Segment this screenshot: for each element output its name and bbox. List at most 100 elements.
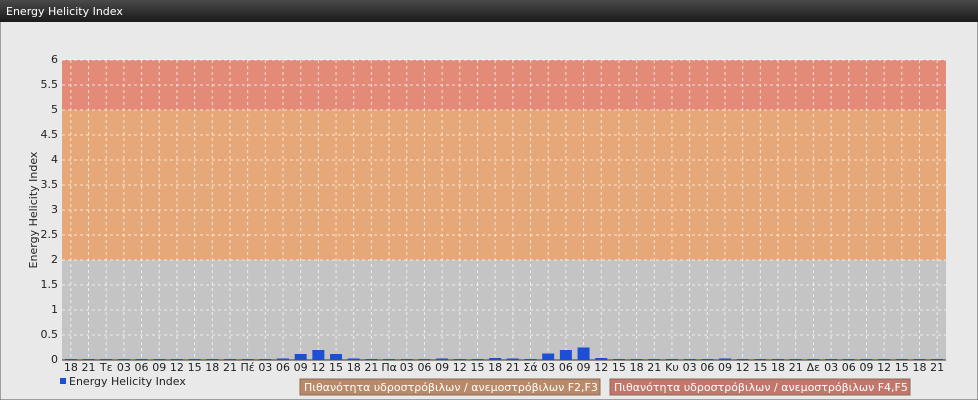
zone bbox=[62, 110, 946, 260]
x-tick-label: 18 bbox=[630, 361, 644, 374]
bar bbox=[259, 359, 272, 360]
y-tick-label: 2 bbox=[51, 253, 58, 266]
x-tick-label: 21 bbox=[647, 361, 661, 374]
zone bbox=[62, 60, 946, 110]
x-tick-label: 03 bbox=[683, 361, 697, 374]
bar bbox=[577, 347, 590, 360]
x-tick-label: Τε bbox=[99, 361, 113, 374]
bar bbox=[418, 359, 431, 360]
bar bbox=[400, 359, 413, 360]
bar bbox=[895, 359, 908, 360]
y-axis-label: Energy Helicity Index bbox=[27, 151, 40, 268]
x-tick-label: 09 bbox=[152, 361, 166, 374]
bar bbox=[206, 359, 219, 360]
bar bbox=[241, 359, 254, 360]
x-tick-label: 18 bbox=[912, 361, 926, 374]
bar bbox=[648, 359, 661, 360]
x-tick-label: 06 bbox=[276, 361, 290, 374]
bar bbox=[736, 359, 749, 360]
x-tick-label: Πα bbox=[381, 361, 397, 374]
x-tick-label: 21 bbox=[930, 361, 944, 374]
bar bbox=[807, 359, 820, 360]
x-tick-label: 12 bbox=[311, 361, 325, 374]
bar bbox=[294, 354, 307, 360]
bar bbox=[82, 359, 95, 360]
y-tick-label: 1 bbox=[51, 303, 58, 316]
bar bbox=[789, 359, 802, 360]
bar bbox=[630, 359, 643, 360]
legend-zone-label: Πιθανότητα υδροστρόβιλων / ανεμοστρόβιλω… bbox=[304, 381, 598, 394]
x-tick-label: Σά bbox=[523, 361, 537, 374]
x-tick-label: 06 bbox=[700, 361, 714, 374]
x-tick-label: 18 bbox=[205, 361, 219, 374]
bar bbox=[559, 350, 572, 360]
bar bbox=[277, 358, 289, 360]
y-tick-label: 6 bbox=[51, 53, 58, 66]
x-tick-label: 15 bbox=[753, 361, 767, 374]
zone bbox=[62, 260, 946, 360]
bar bbox=[665, 359, 678, 360]
y-tick-label: 3.5 bbox=[41, 178, 59, 191]
bar bbox=[64, 359, 77, 360]
x-tick-label: 06 bbox=[417, 361, 431, 374]
x-tick-label: 09 bbox=[435, 361, 449, 374]
bar bbox=[860, 359, 873, 360]
bar bbox=[683, 359, 696, 360]
y-tick-label: 5 bbox=[51, 103, 58, 116]
x-tick-label: 12 bbox=[736, 361, 750, 374]
bar bbox=[365, 359, 378, 360]
x-tick-label: 15 bbox=[895, 361, 909, 374]
x-tick-label: 03 bbox=[258, 361, 272, 374]
x-tick-label: 03 bbox=[400, 361, 414, 374]
legend-zone bbox=[299, 378, 601, 396]
bar bbox=[931, 359, 944, 360]
bar bbox=[772, 359, 785, 360]
bar bbox=[524, 359, 537, 360]
legend-zone-label: Πιθανότητα υδροστρόβιλων / ανεμοστρόβιλω… bbox=[614, 381, 908, 394]
bar bbox=[347, 358, 360, 360]
legend-label: Energy Helicity Index bbox=[69, 375, 186, 388]
bar bbox=[489, 358, 502, 360]
x-tick-label: 18 bbox=[64, 361, 78, 374]
x-tick-label: 15 bbox=[470, 361, 484, 374]
x-tick-label: 21 bbox=[789, 361, 803, 374]
legend-zone bbox=[609, 378, 911, 396]
x-tick-label: 09 bbox=[718, 361, 732, 374]
x-tick-label: 21 bbox=[82, 361, 96, 374]
bar bbox=[312, 350, 325, 360]
x-tick-label: 09 bbox=[294, 361, 308, 374]
bar bbox=[170, 359, 183, 360]
bar bbox=[754, 359, 767, 360]
bar bbox=[878, 359, 891, 360]
x-tick-label: 06 bbox=[842, 361, 856, 374]
y-tick-label: 0 bbox=[51, 353, 58, 366]
chart-title: Energy Helicity Index bbox=[6, 5, 123, 18]
y-tick-label: 4 bbox=[51, 153, 58, 166]
bar bbox=[471, 359, 484, 360]
bar bbox=[719, 358, 731, 360]
bar bbox=[542, 353, 555, 360]
x-tick-label: 21 bbox=[364, 361, 378, 374]
y-tick-label: 2.5 bbox=[41, 228, 59, 241]
legend-swatch bbox=[60, 378, 66, 384]
x-tick-label: 18 bbox=[771, 361, 785, 374]
x-tick-label: 06 bbox=[559, 361, 573, 374]
bar bbox=[701, 359, 714, 360]
bar bbox=[188, 359, 201, 360]
x-tick-label: 15 bbox=[329, 361, 343, 374]
bar bbox=[117, 359, 130, 360]
x-tick-label: 03 bbox=[117, 361, 131, 374]
y-tick-label: 3 bbox=[51, 203, 58, 216]
bar bbox=[825, 359, 838, 360]
bar bbox=[595, 358, 608, 360]
x-tick-label: 12 bbox=[170, 361, 184, 374]
x-tick-label: 12 bbox=[594, 361, 608, 374]
bar bbox=[135, 359, 148, 360]
x-tick-label: 12 bbox=[453, 361, 467, 374]
bar bbox=[330, 354, 343, 360]
x-tick-label: 15 bbox=[188, 361, 202, 374]
y-tick-label: 5.5 bbox=[41, 78, 59, 91]
x-tick-label: 15 bbox=[612, 361, 626, 374]
x-tick-label: Δε bbox=[807, 361, 821, 374]
